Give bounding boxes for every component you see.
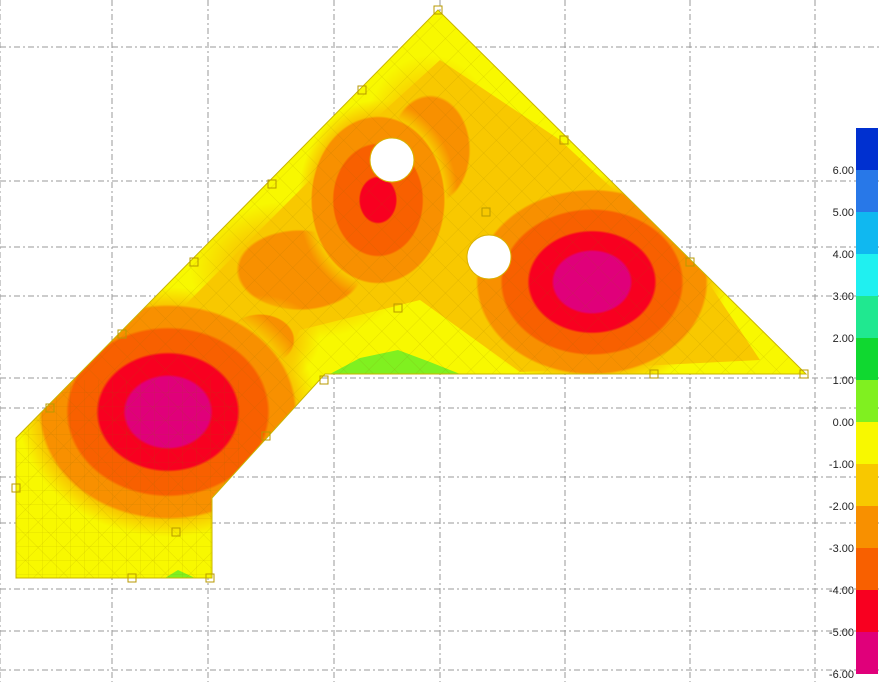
- opening-hole: [466, 234, 512, 280]
- legend-swatch: [856, 632, 878, 674]
- legend-label: 5.00: [832, 207, 854, 219]
- support-marker: [319, 375, 329, 385]
- support-marker: [205, 573, 215, 583]
- opening-hole: [369, 137, 415, 183]
- legend-label: 3.00: [832, 291, 854, 303]
- color-legend: 6.00 5.00 4.00 3.00 2.00 1.00 0.00 -1.00 -2.00 -3…: [812, 128, 880, 682]
- support-marker: [433, 5, 443, 15]
- legend-swatch: [856, 380, 878, 422]
- support-marker: [685, 257, 695, 267]
- support-marker: [45, 403, 55, 413]
- support-marker: [189, 257, 199, 267]
- legend-label: 1.00: [832, 375, 854, 387]
- support-marker: [393, 303, 403, 313]
- mesh-grid-rect: [16, 380, 240, 578]
- support-marker: [261, 431, 271, 441]
- legend-swatch: [856, 170, 878, 212]
- legend-swatch: [856, 464, 878, 506]
- support-marker: [799, 369, 809, 379]
- support-marker: [357, 85, 367, 95]
- legend-label: 2.00: [832, 333, 854, 345]
- support-marker: [481, 207, 491, 217]
- legend-swatch: [856, 128, 878, 170]
- legend-swatch: [856, 212, 878, 254]
- legend-label: -3.00: [828, 543, 854, 555]
- support-marker: [117, 329, 127, 339]
- legend-swatch: [856, 590, 878, 632]
- support-marker: [649, 369, 659, 379]
- support-marker: [171, 527, 181, 537]
- legend-label: 6.00: [832, 165, 854, 177]
- legend-label: 4.00: [832, 249, 854, 261]
- legend-swatch: [856, 506, 878, 548]
- support-marker: [559, 135, 569, 145]
- legend-label: -6.00: [828, 669, 854, 681]
- support-marker: [267, 179, 277, 189]
- legend-label: -1.00: [828, 459, 854, 471]
- legend-label: -2.00: [828, 501, 854, 513]
- legend-label: -4.00: [828, 585, 854, 597]
- legend-swatch: [856, 548, 878, 590]
- legend-label: -5.00: [828, 627, 854, 639]
- support-markers: [11, 5, 809, 583]
- legend-swatch: [856, 296, 878, 338]
- legend-swatch: [856, 254, 878, 296]
- legend-swatch: [856, 422, 878, 464]
- support-marker: [127, 573, 137, 583]
- legend-label: 0.00: [832, 417, 854, 429]
- support-marker: [11, 483, 21, 493]
- legend-swatch: [856, 338, 878, 380]
- plate-outline: [15, 9, 808, 579]
